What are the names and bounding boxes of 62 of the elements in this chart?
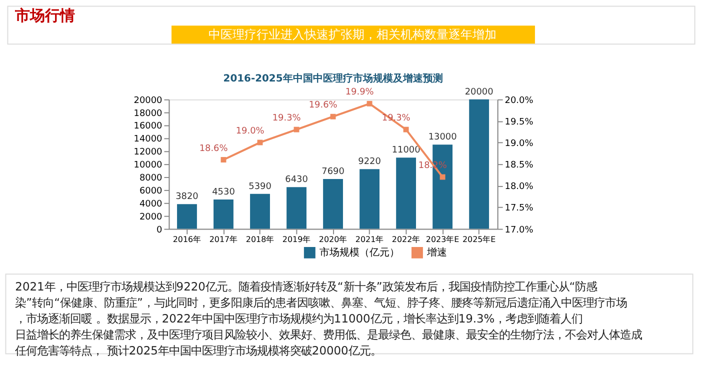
data-label: 5390: [248, 182, 272, 192]
x-tick-label: 2022年: [392, 235, 420, 244]
data-label: 7690: [322, 167, 345, 178]
y-tick-label: 14000: [134, 134, 163, 145]
y-tick-label: 2000: [139, 212, 163, 222]
bar: [177, 204, 197, 229]
y2-tick-label: 18.0%: [504, 182, 534, 192]
point: [440, 174, 446, 180]
bar: [323, 179, 343, 229]
data-label: 4530: [212, 187, 236, 198]
data-label: 13000: [428, 132, 458, 143]
x-tick-label: 2016年: [172, 235, 202, 244]
x-tick-label: 2023年E: [426, 235, 460, 244]
y-tick-label: 10000: [134, 160, 163, 171]
x-tick-label: 2020年: [318, 235, 348, 244]
data-label: 19.9%: [345, 88, 374, 98]
bar: [214, 199, 234, 229]
bar: [286, 187, 306, 229]
text: 中医理疗行业进入快速扩张期，相关机构数量逐年增加: [208, 28, 497, 42]
y-tick-label: 20000: [134, 96, 163, 106]
data-label: 19.3%: [272, 114, 302, 124]
y2-tick-label: 20.0%: [504, 96, 534, 106]
x-tick-label: 2019年: [282, 235, 311, 244]
x-tick-label: 2018年: [246, 235, 274, 244]
x-tick-label: 2021年: [355, 235, 384, 244]
data-label: 9220: [358, 157, 382, 168]
y-tick-label: 8000: [139, 174, 163, 184]
y2-tick-label: 18.5%: [504, 160, 534, 171]
bar: [360, 169, 380, 229]
point: [294, 126, 300, 132]
y2-tick-label: 17.0%: [504, 225, 534, 236]
y-tick-label: 4000: [139, 199, 163, 210]
point: [366, 100, 372, 106]
y2-tick-label: 19.5%: [504, 117, 534, 128]
y2-tick-label: 19.0%: [504, 138, 534, 149]
bar: [469, 99, 490, 229]
bar: [396, 158, 416, 229]
x-tick-label: 2017年: [209, 235, 238, 244]
y2-tick-label: 17.5%: [504, 204, 534, 214]
y-tick-label: 18000: [134, 108, 163, 119]
y-tick-label: 6000: [139, 186, 163, 196]
data-label: 18.6%: [199, 144, 228, 154]
bar: [250, 194, 270, 229]
y-tick-label: 16000: [134, 122, 163, 132]
text: 2021年，中医理疗市场规模达到9220亿元。随着疫情逐渐好转及“新十条”政策发布后，我国疫情防控工作重心从“防感染”转向“保健康、防重症”，与此同时，更多阳康后的患者因咳嗽、鼻塞、气短、脖子疼、腰疼等新冠后遗症涌入中医理疗市场，市场逐渐回暖 。数据显示，2022年中国中医理疗市场规模约为11000亿元，增长率达到19.3%，考虑到随着人们日益增长的养生保健需求，及中医理疗项目风险较小、效果好、费用低、是最绿色、最健康、最安全的生物疗法，不会对人体造成任何危害等特点， 预计2025年中国中医理疗市场规模将突破20000亿元。: [14, 280, 642, 358]
point: [220, 157, 226, 162]
data-label: 19.6%: [308, 100, 338, 111]
legend-label: 市场规模（亿元）: [320, 246, 400, 259]
x-tick-label: 2025年E: [462, 235, 496, 244]
chart-title: 2016-2025年中国中医理疗市场规模及增速预测: [223, 72, 443, 84]
y-tick-label: 0: [156, 225, 163, 236]
text: 市场行情: [14, 6, 76, 25]
point: [403, 126, 409, 132]
y-tick-label: 12000: [134, 148, 163, 158]
legend-label: 增速: [426, 246, 448, 259]
data-label: 11000: [392, 146, 421, 156]
point: [330, 114, 336, 120]
data-label: 19.0%: [236, 126, 265, 137]
data-label: 3820: [176, 192, 199, 202]
data-label: 20000: [464, 87, 494, 98]
data-label: 18.2%: [418, 161, 448, 172]
data-label: 6430: [285, 175, 308, 186]
